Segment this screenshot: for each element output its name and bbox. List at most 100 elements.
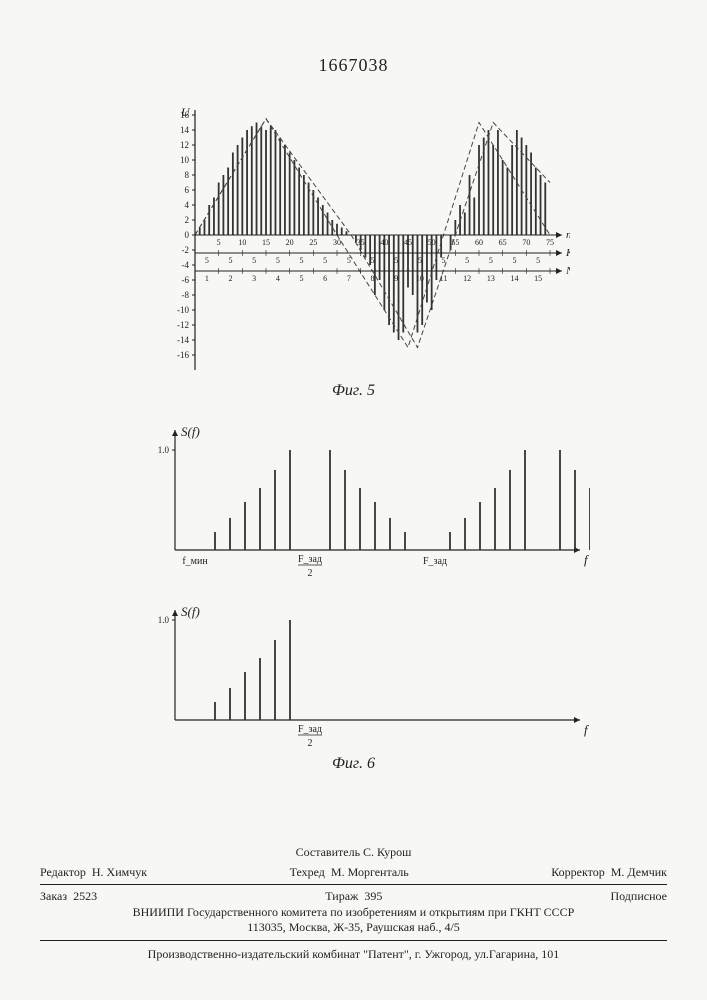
svg-text:-8: -8 [182,290,190,300]
svg-text:2: 2 [185,215,190,225]
credits-row: Редактор Н. Химчук Техред М. Моргенталь … [40,865,667,881]
svg-text:10: 10 [238,238,246,247]
svg-text:55: 55 [451,238,459,247]
document-number: 1667038 [0,55,707,76]
addr-line: 113035, Москва, Ж-35, Раушская наб., 4/5 [40,920,667,936]
svg-text:F_зад: F_зад [298,554,322,565]
footer-block: Составитель С. Курош Редактор Н. Химчук … [40,845,667,963]
figure-5-svg: U1614121086420-2-4-6-8-10-12-14-16nKN510… [150,100,570,380]
compiler-label: Составитель [296,845,360,859]
figure-6-bottom-svg: S(f) f 1.0 F_зад 2 [140,600,590,750]
svg-text:5: 5 [347,256,351,265]
svg-text:5: 5 [418,256,422,265]
figure-5-caption: Фиг. 5 [0,382,707,400]
tirazh-cell: Тираж 395 [325,889,382,905]
svg-text:S(f): S(f) [181,424,200,439]
svg-text:50: 50 [428,238,436,247]
figure-6-top-svg: S(f)f1.0f_минF_зад2F_зад [140,420,590,580]
techred-name: М. Моргенталь [331,865,409,879]
svg-text:8: 8 [371,274,375,283]
svg-text:-16: -16 [177,350,189,360]
svg-text:10: 10 [180,155,190,165]
order-label: Заказ [40,889,67,903]
corrector-name: М. Демчик [611,865,667,879]
figure-6-caption: Фиг. 6 [0,755,707,773]
figure-5: U1614121086420-2-4-6-8-10-12-14-16nKN510… [150,100,570,380]
svg-text:5: 5 [442,256,446,265]
svg-text:15: 15 [262,238,270,247]
svg-text:8: 8 [185,170,190,180]
svg-text:5: 5 [217,238,221,247]
printer-line: Производственно-издательский комбинат "П… [40,947,667,963]
corrector-cell: Корректор М. Демчик [551,865,667,881]
svg-text:n: n [566,229,570,241]
svg-text:45: 45 [404,238,412,247]
svg-text:-2: -2 [182,245,190,255]
svg-text:-4: -4 [182,260,190,270]
svg-text:65: 65 [499,238,507,247]
figure-6-bottom: S(f) f 1.0 F_зад 2 [140,600,590,750]
svg-text:1.0: 1.0 [158,445,170,455]
tirazh-label: Тираж [325,889,358,903]
svg-text:5: 5 [276,256,280,265]
figure-6-top: S(f)f1.0f_минF_зад2F_зад [140,420,590,580]
svg-text:15: 15 [534,274,542,283]
svg-text:5: 5 [205,256,209,265]
svg-text:75: 75 [546,238,554,247]
svg-text:5: 5 [252,256,256,265]
svg-text:5: 5 [536,256,540,265]
svg-text:12: 12 [463,274,471,283]
divider-1 [40,884,667,885]
svg-text:4: 4 [276,274,280,283]
svg-text:7: 7 [347,274,351,283]
svg-text:5: 5 [465,256,469,265]
order-cell: Заказ 2523 [40,889,97,905]
svg-text:1.0: 1.0 [158,615,170,625]
svg-text:1: 1 [205,274,209,283]
svg-text:20: 20 [286,238,294,247]
tirazh-value: 395 [364,889,382,903]
svg-text:60: 60 [475,238,483,247]
techred-label: Техред [290,865,325,879]
svg-text:4: 4 [185,200,190,210]
svg-text:5: 5 [300,274,304,283]
svg-text:-12: -12 [177,320,189,330]
svg-text:70: 70 [522,238,530,247]
svg-text:12: 12 [180,140,189,150]
svg-text:5: 5 [371,256,375,265]
techred-cell: Техред М. Моргенталь [290,865,409,881]
svg-text:K: K [565,247,570,259]
svg-text:30: 30 [333,238,341,247]
order-value: 2523 [73,889,97,903]
svg-text:N: N [565,265,570,277]
svg-text:5: 5 [229,256,233,265]
svg-text:f: f [584,552,590,567]
svg-text:2: 2 [308,738,313,749]
svg-text:0: 0 [185,230,190,240]
divider-2 [40,940,667,941]
svg-text:35: 35 [357,238,365,247]
subscription: Подписное [610,889,667,905]
editor-name: Н. Химчук [92,865,147,879]
svg-text:9: 9 [394,274,398,283]
svg-text:5: 5 [323,256,327,265]
svg-text:11: 11 [440,274,448,283]
svg-text:5: 5 [513,256,517,265]
svg-text:2: 2 [229,274,233,283]
svg-text:6: 6 [185,185,190,195]
page: 1667038 U1614121086420-2-4-6-8-10-12-14-… [0,0,707,1000]
svg-text:6: 6 [323,274,327,283]
svg-text:40: 40 [380,238,388,247]
order-row: Заказ 2523 Тираж 395 Подписное [40,889,667,905]
svg-text:F_зад: F_зад [298,724,322,735]
svg-text:-10: -10 [177,305,189,315]
corrector-label: Корректор [551,865,605,879]
svg-text:S(f): S(f) [181,604,200,619]
svg-text:2: 2 [308,568,313,579]
editor-cell: Редактор Н. Химчук [40,865,147,881]
svg-text:f_мин: f_мин [182,556,208,567]
svg-text:f: f [584,722,590,737]
svg-text:13: 13 [487,274,495,283]
compiler-line: Составитель С. Курош [40,845,667,861]
compiler-name: С. Курош [363,845,411,859]
